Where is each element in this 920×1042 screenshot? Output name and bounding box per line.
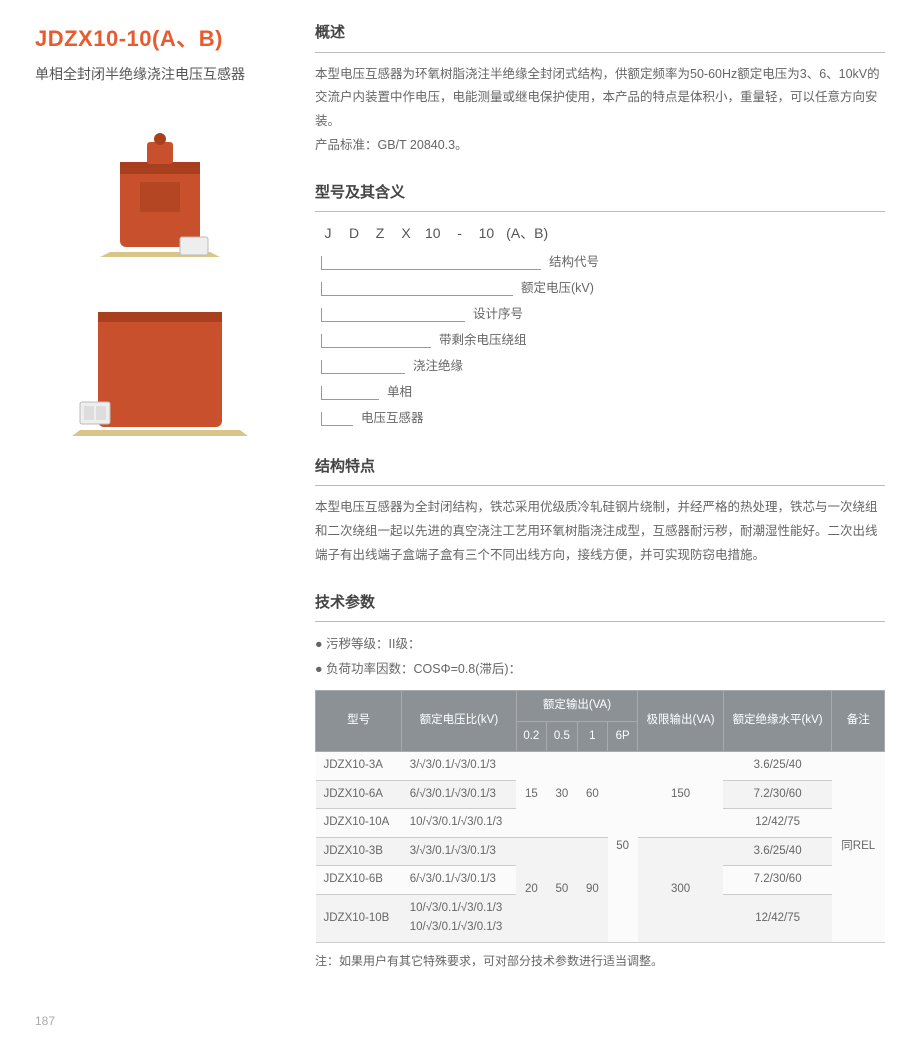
cell-6p: 50	[608, 752, 638, 943]
model-part: Z	[373, 222, 387, 246]
cell-ratio: 6/√3/0.1/√3/0.1/3	[402, 780, 516, 809]
model-part: D	[347, 222, 361, 246]
legend-item: 电压互感器	[321, 406, 885, 432]
model-part: 10	[425, 222, 441, 246]
cell-output: 90	[577, 837, 607, 942]
page-number: 187	[35, 1011, 885, 1031]
cell-insul: 12/42/75	[723, 809, 832, 838]
overview-text-1: 本型电压互感器为环氧树脂浇注半绝缘全封闭式结构，供额定频率为50-60Hz额定电…	[315, 63, 885, 134]
th-1: 1	[577, 721, 607, 752]
cell-insul: 7.2/30/60	[723, 866, 832, 895]
cell-ratio: 6/√3/0.1/√3/0.1/3	[402, 866, 516, 895]
cell-limit: 300	[638, 837, 723, 942]
model-part: X	[399, 222, 413, 246]
cell-model: JDZX10-10A	[316, 809, 402, 838]
cell-model: JDZX10-3A	[316, 752, 402, 781]
section-tech: 技术参数 ● 污秽等级：II级： ● 负荷功率因数：COSΦ=0.8(滞后)： …	[315, 590, 885, 972]
th-remark: 备注	[832, 691, 885, 752]
legend-line	[321, 412, 353, 426]
cell-output: 30	[547, 752, 578, 838]
tech-title: 技术参数	[315, 590, 885, 623]
legend-label: 额定电压(kV)	[521, 278, 594, 299]
legend-line	[321, 334, 431, 348]
legend-item: 设计序号	[321, 302, 885, 328]
product-images	[35, 127, 285, 442]
legend-label: 设计序号	[473, 304, 523, 325]
model-title: 型号及其含义	[315, 180, 885, 213]
legend-line	[321, 308, 465, 322]
legend-item: 额定电压(kV)	[321, 276, 885, 302]
product-code: JDZX10-10(A、B)	[35, 20, 285, 57]
cell-output: 15	[516, 752, 547, 838]
spec-table: 型号 额定电压比(kV) 额定输出(VA) 极限输出(VA) 额定绝缘水平(kV…	[315, 690, 885, 943]
legend-line	[321, 386, 379, 400]
overview-title: 概述	[315, 20, 885, 53]
legend-line	[321, 360, 405, 374]
table-row: JDZX10-3B3/√3/0.1/√3/0.1/32050903003.6/2…	[316, 837, 885, 866]
legend-label: 带剩余电压绕组	[439, 330, 527, 351]
cell-insul: 3.6/25/40	[723, 837, 832, 866]
th-model: 型号	[316, 691, 402, 752]
structure-text: 本型电压互感器为全封闭结构，铁芯采用优级质冷轧硅钢片绕制，并经严格的热处理，铁芯…	[315, 496, 885, 567]
cell-insul: 3.6/25/40	[723, 752, 832, 781]
product-name: 单相全封闭半绝缘浇注电压互感器	[35, 63, 285, 87]
model-part: J	[321, 222, 335, 246]
cell-output: 60	[577, 752, 607, 838]
cell-insul: 12/42/75	[723, 894, 832, 942]
legend-item: 浇注绝缘	[321, 354, 885, 380]
legend-label: 电压互感器	[361, 408, 424, 429]
th-ratio: 额定电压比(kV)	[402, 691, 516, 752]
th-output: 额定输出(VA)	[516, 691, 638, 722]
model-code-row: JDZX 10-10 (A、B)	[315, 222, 885, 246]
cell-model: JDZX10-10B	[316, 894, 402, 942]
legend-item: 单相	[321, 380, 885, 406]
th-05: 0.5	[547, 721, 578, 752]
overview-text-2: 产品标准：GB/T 20840.3。	[315, 134, 885, 158]
structure-title: 结构特点	[315, 454, 885, 487]
product-image-bottom	[70, 292, 250, 442]
legend-label: 结构代号	[549, 252, 599, 273]
cell-model: JDZX10-6A	[316, 780, 402, 809]
section-structure: 结构特点 本型电压互感器为全封闭结构，铁芯采用优级质冷轧硅钢片绕制，并经严格的热…	[315, 454, 885, 568]
tech-bullet-2: ● 负荷功率因数：COSΦ=0.8(滞后)：	[315, 657, 885, 682]
model-legend: 结构代号额定电压(kV) 设计序号带剩余电压绕组浇注绝缘单相电压互感器	[315, 250, 885, 432]
cell-insul: 7.2/30/60	[723, 780, 832, 809]
model-part: 10	[479, 222, 495, 246]
cell-limit: 150	[638, 752, 723, 838]
cell-ratio: 3/√3/0.1/√3/0.1/3	[402, 837, 516, 866]
cell-output: 50	[547, 837, 578, 942]
th-02: 0.2	[516, 721, 547, 752]
legend-line	[321, 256, 541, 270]
cell-remark: 同REL	[832, 752, 885, 943]
legend-line	[321, 282, 513, 296]
cell-ratio: 10/√3/0.1/√3/0.1/3 10/√3/0.1/√3/0.1/3	[402, 894, 516, 942]
cell-ratio: 10/√3/0.1/√3/0.1/3	[402, 809, 516, 838]
legend-item: 结构代号	[321, 250, 885, 276]
model-part: -	[453, 222, 467, 246]
model-part: (A、B)	[506, 222, 548, 246]
cell-output: 20	[516, 837, 547, 942]
legend-item: 带剩余电压绕组	[321, 328, 885, 354]
section-model: 型号及其含义 JDZX 10-10 (A、B) 结构代号额定电压(kV) 设计序号带剩…	[315, 180, 885, 432]
tech-bullet-1: ● 污秽等级：II级：	[315, 632, 885, 657]
section-overview: 概述 本型电压互感器为环氧树脂浇注半绝缘全封闭式结构，供额定频率为50-60Hz…	[315, 20, 885, 158]
th-limit: 极限输出(VA)	[638, 691, 723, 752]
product-image-top	[85, 127, 235, 267]
cell-model: JDZX10-3B	[316, 837, 402, 866]
legend-label: 浇注绝缘	[413, 356, 463, 377]
tech-note: 注：如果用户有其它特殊要求，可对部分技术参数进行适当调整。	[315, 951, 885, 971]
th-6p: 6P	[608, 721, 638, 752]
th-insul: 额定绝缘水平(kV)	[723, 691, 832, 752]
cell-ratio: 3/√3/0.1/√3/0.1/3	[402, 752, 516, 781]
table-row: JDZX10-3A3/√3/0.1/√3/0.1/3153060501503.6…	[316, 752, 885, 781]
cell-model: JDZX10-6B	[316, 866, 402, 895]
legend-label: 单相	[387, 382, 412, 403]
